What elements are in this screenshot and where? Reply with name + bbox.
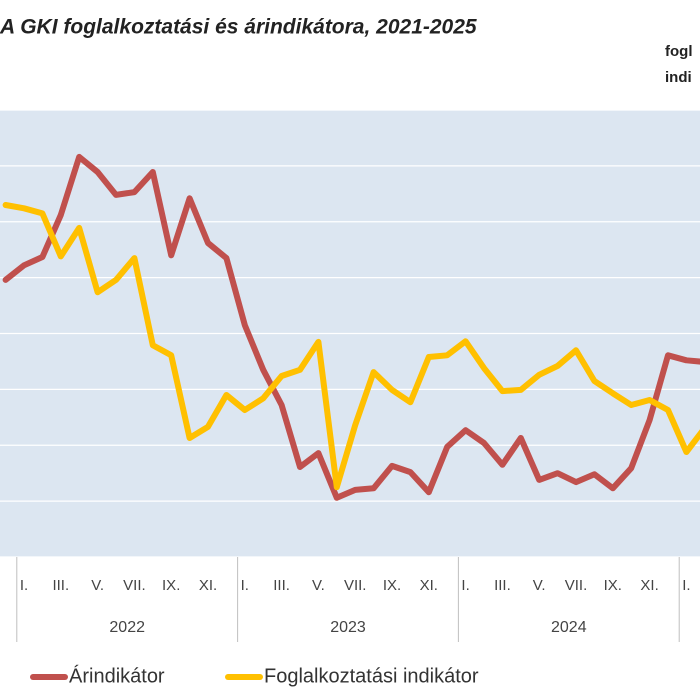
year-label: 2022 xyxy=(109,619,145,636)
year-label: 2023 xyxy=(330,619,366,636)
x-tick-label: IX. xyxy=(383,577,401,594)
legend-label: Foglalkoztatási indikátor xyxy=(264,665,479,687)
x-tick-label: VII. xyxy=(123,577,146,594)
x-tick-label: I. xyxy=(682,577,690,594)
legend-label: Árindikátor xyxy=(69,664,165,687)
x-tick-label: IX. xyxy=(162,577,180,594)
side-note: fogl xyxy=(665,43,693,60)
x-tick-label: I. xyxy=(461,577,469,594)
chart-title: A GKI foglalkoztatási és árindikátora, 2… xyxy=(0,16,477,39)
x-tick-label: III. xyxy=(52,577,69,594)
x-tick-label: VII. xyxy=(344,577,367,594)
x-tick-label: III. xyxy=(273,577,290,594)
x-tick-label: XI. xyxy=(640,577,658,594)
x-tick-label: I. xyxy=(241,577,249,594)
series-line xyxy=(2,153,700,501)
year-label: 2024 xyxy=(551,619,587,636)
x-tick-label: V. xyxy=(312,577,325,594)
x-tick-label: I. xyxy=(20,577,28,594)
x-tick-label: V. xyxy=(91,577,104,594)
x-tick-label: XI. xyxy=(199,577,217,594)
x-tick-label: IX. xyxy=(604,577,622,594)
side-note: indi xyxy=(665,69,692,86)
x-tick-label: III. xyxy=(494,577,511,594)
series-line xyxy=(2,202,700,491)
x-tick-label: XI. xyxy=(420,577,438,594)
plot-lines xyxy=(2,153,700,501)
x-tick-label: VII. xyxy=(565,577,588,594)
x-tick-label: V. xyxy=(533,577,546,594)
